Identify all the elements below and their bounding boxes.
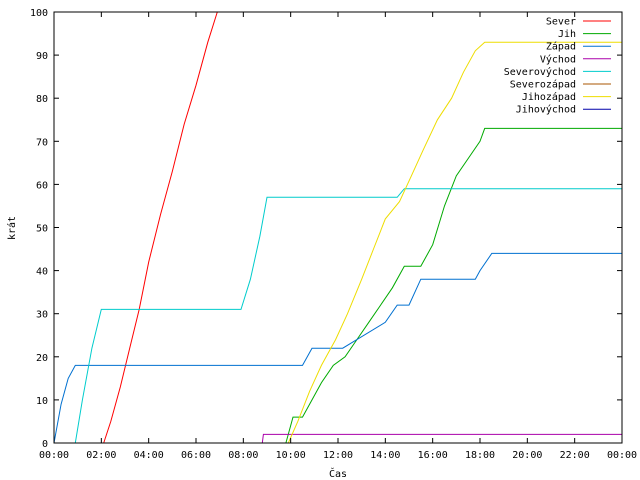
series-line-6 (287, 41, 622, 444)
x-tick-label: 20:00 (512, 450, 542, 461)
x-tick-label: 08:00 (228, 450, 258, 461)
series-line-1 (285, 127, 622, 444)
y-tick-label: 50 (36, 224, 48, 235)
x-tick-label: 06:00 (181, 450, 211, 461)
x-tick-label: 02:00 (86, 450, 116, 461)
y-tick-label: 80 (36, 94, 48, 105)
legend-label: Sever (546, 17, 576, 28)
series-line-4 (74, 188, 622, 444)
legend-label: Jihovýchod (516, 104, 576, 116)
x-axis-title: Čas (329, 467, 347, 480)
y-tick-label: 40 (36, 267, 48, 278)
series-line-0 (103, 11, 218, 444)
x-tick-label: 16:00 (418, 450, 448, 461)
x-tick-label: 22:00 (560, 450, 590, 461)
y-tick-label: 10 (36, 396, 48, 407)
legend-label: Západ (546, 41, 576, 53)
x-tick-label: 00:00 (39, 450, 69, 461)
tick-layer: 00:00 02:00 04:00 06:00 08:00 10:00 12:00 14:00… (30, 8, 637, 461)
series-line-3 (261, 433, 622, 444)
y-tick-label: 100 (30, 8, 48, 19)
legend-label: Severozápad (510, 79, 576, 91)
y-axis-title: krát (6, 216, 18, 240)
y-tick-label: 70 (36, 137, 48, 148)
legend-label: Jihozápad (522, 91, 576, 103)
x-tick-label: 04:00 (134, 450, 164, 461)
y-tick-label: 30 (36, 310, 48, 321)
y-tick-label: 20 (36, 353, 48, 364)
legend-label: Severovýchod (504, 66, 576, 78)
legend-label: Jih (558, 29, 576, 40)
y-tick-label: 90 (36, 51, 48, 62)
series-layer (53, 11, 622, 444)
y-tick-label: 60 (36, 180, 48, 191)
series-line-2 (53, 252, 622, 444)
x-tick-label: 10:00 (276, 450, 306, 461)
x-tick-label: 00:00 (607, 450, 637, 461)
legend-label: Východ (540, 53, 576, 65)
y-tick-label: 0 (42, 439, 48, 450)
legend: SeverJihZápadVýchodSeverovýchodSeverozáp… (504, 17, 611, 116)
x-tick-label: 12:00 (323, 450, 353, 461)
x-tick-label: 14:00 (370, 450, 400, 461)
x-tick-label: 18:00 (465, 450, 495, 461)
